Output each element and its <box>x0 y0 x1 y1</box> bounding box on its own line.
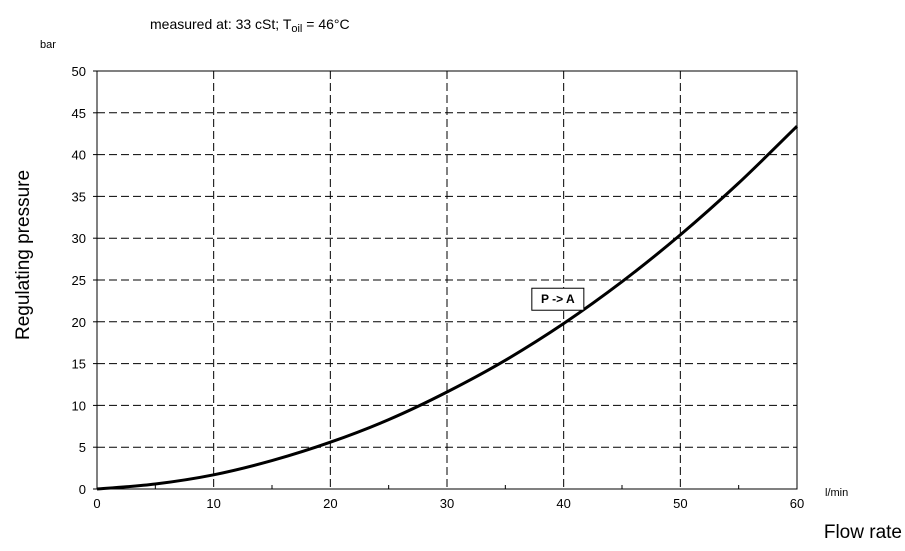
y-axis-label: Regulating pressure <box>13 170 34 340</box>
x-tick-label: 40 <box>556 496 570 511</box>
axis-ticks <box>93 70 740 490</box>
x-tick-label: 50 <box>673 496 687 511</box>
note-subscript: oil <box>291 23 302 35</box>
plot-frame <box>96 70 798 490</box>
x-unit-label: l/min <box>825 487 848 499</box>
y-tick-label: 40 <box>72 148 86 163</box>
x-tick-label: 60 <box>790 496 804 511</box>
annotation-box <box>531 287 585 311</box>
x-tick-label: 30 <box>440 496 454 511</box>
x-tick-label: 10 <box>206 496 220 511</box>
y-tick-label: 30 <box>72 231 86 246</box>
x-axis-label: Flow rate <box>824 522 902 543</box>
series-line-p-to-a <box>96 125 799 491</box>
y-tick-label: 0 <box>79 482 86 497</box>
y-tick-label: 10 <box>72 398 86 413</box>
measurement-note: measured at: 33 cSt; Toil = 46°C <box>150 16 350 35</box>
annotations: P -> A <box>531 287 585 311</box>
y-tick-label: 25 <box>72 273 86 288</box>
y-unit-label: bar <box>40 39 56 51</box>
y-tick-label: 15 <box>72 357 86 372</box>
series-layer <box>96 125 799 491</box>
annotation-label: P -> A <box>541 292 575 306</box>
y-tick-label: 35 <box>72 189 86 204</box>
x-tick-label: 20 <box>323 496 337 511</box>
y-tick-label: 20 <box>72 315 86 330</box>
y-tick-label: 5 <box>79 440 86 455</box>
grid <box>97 71 797 489</box>
y-tick-label: 45 <box>72 106 86 121</box>
tick-labels: 0 10 20 30 40 50 60 0 5 10 15 20 25 30 35 40 45 50 <box>72 64 805 511</box>
x-tick-label: 0 <box>93 496 100 511</box>
y-tick-label: 50 <box>72 64 86 79</box>
